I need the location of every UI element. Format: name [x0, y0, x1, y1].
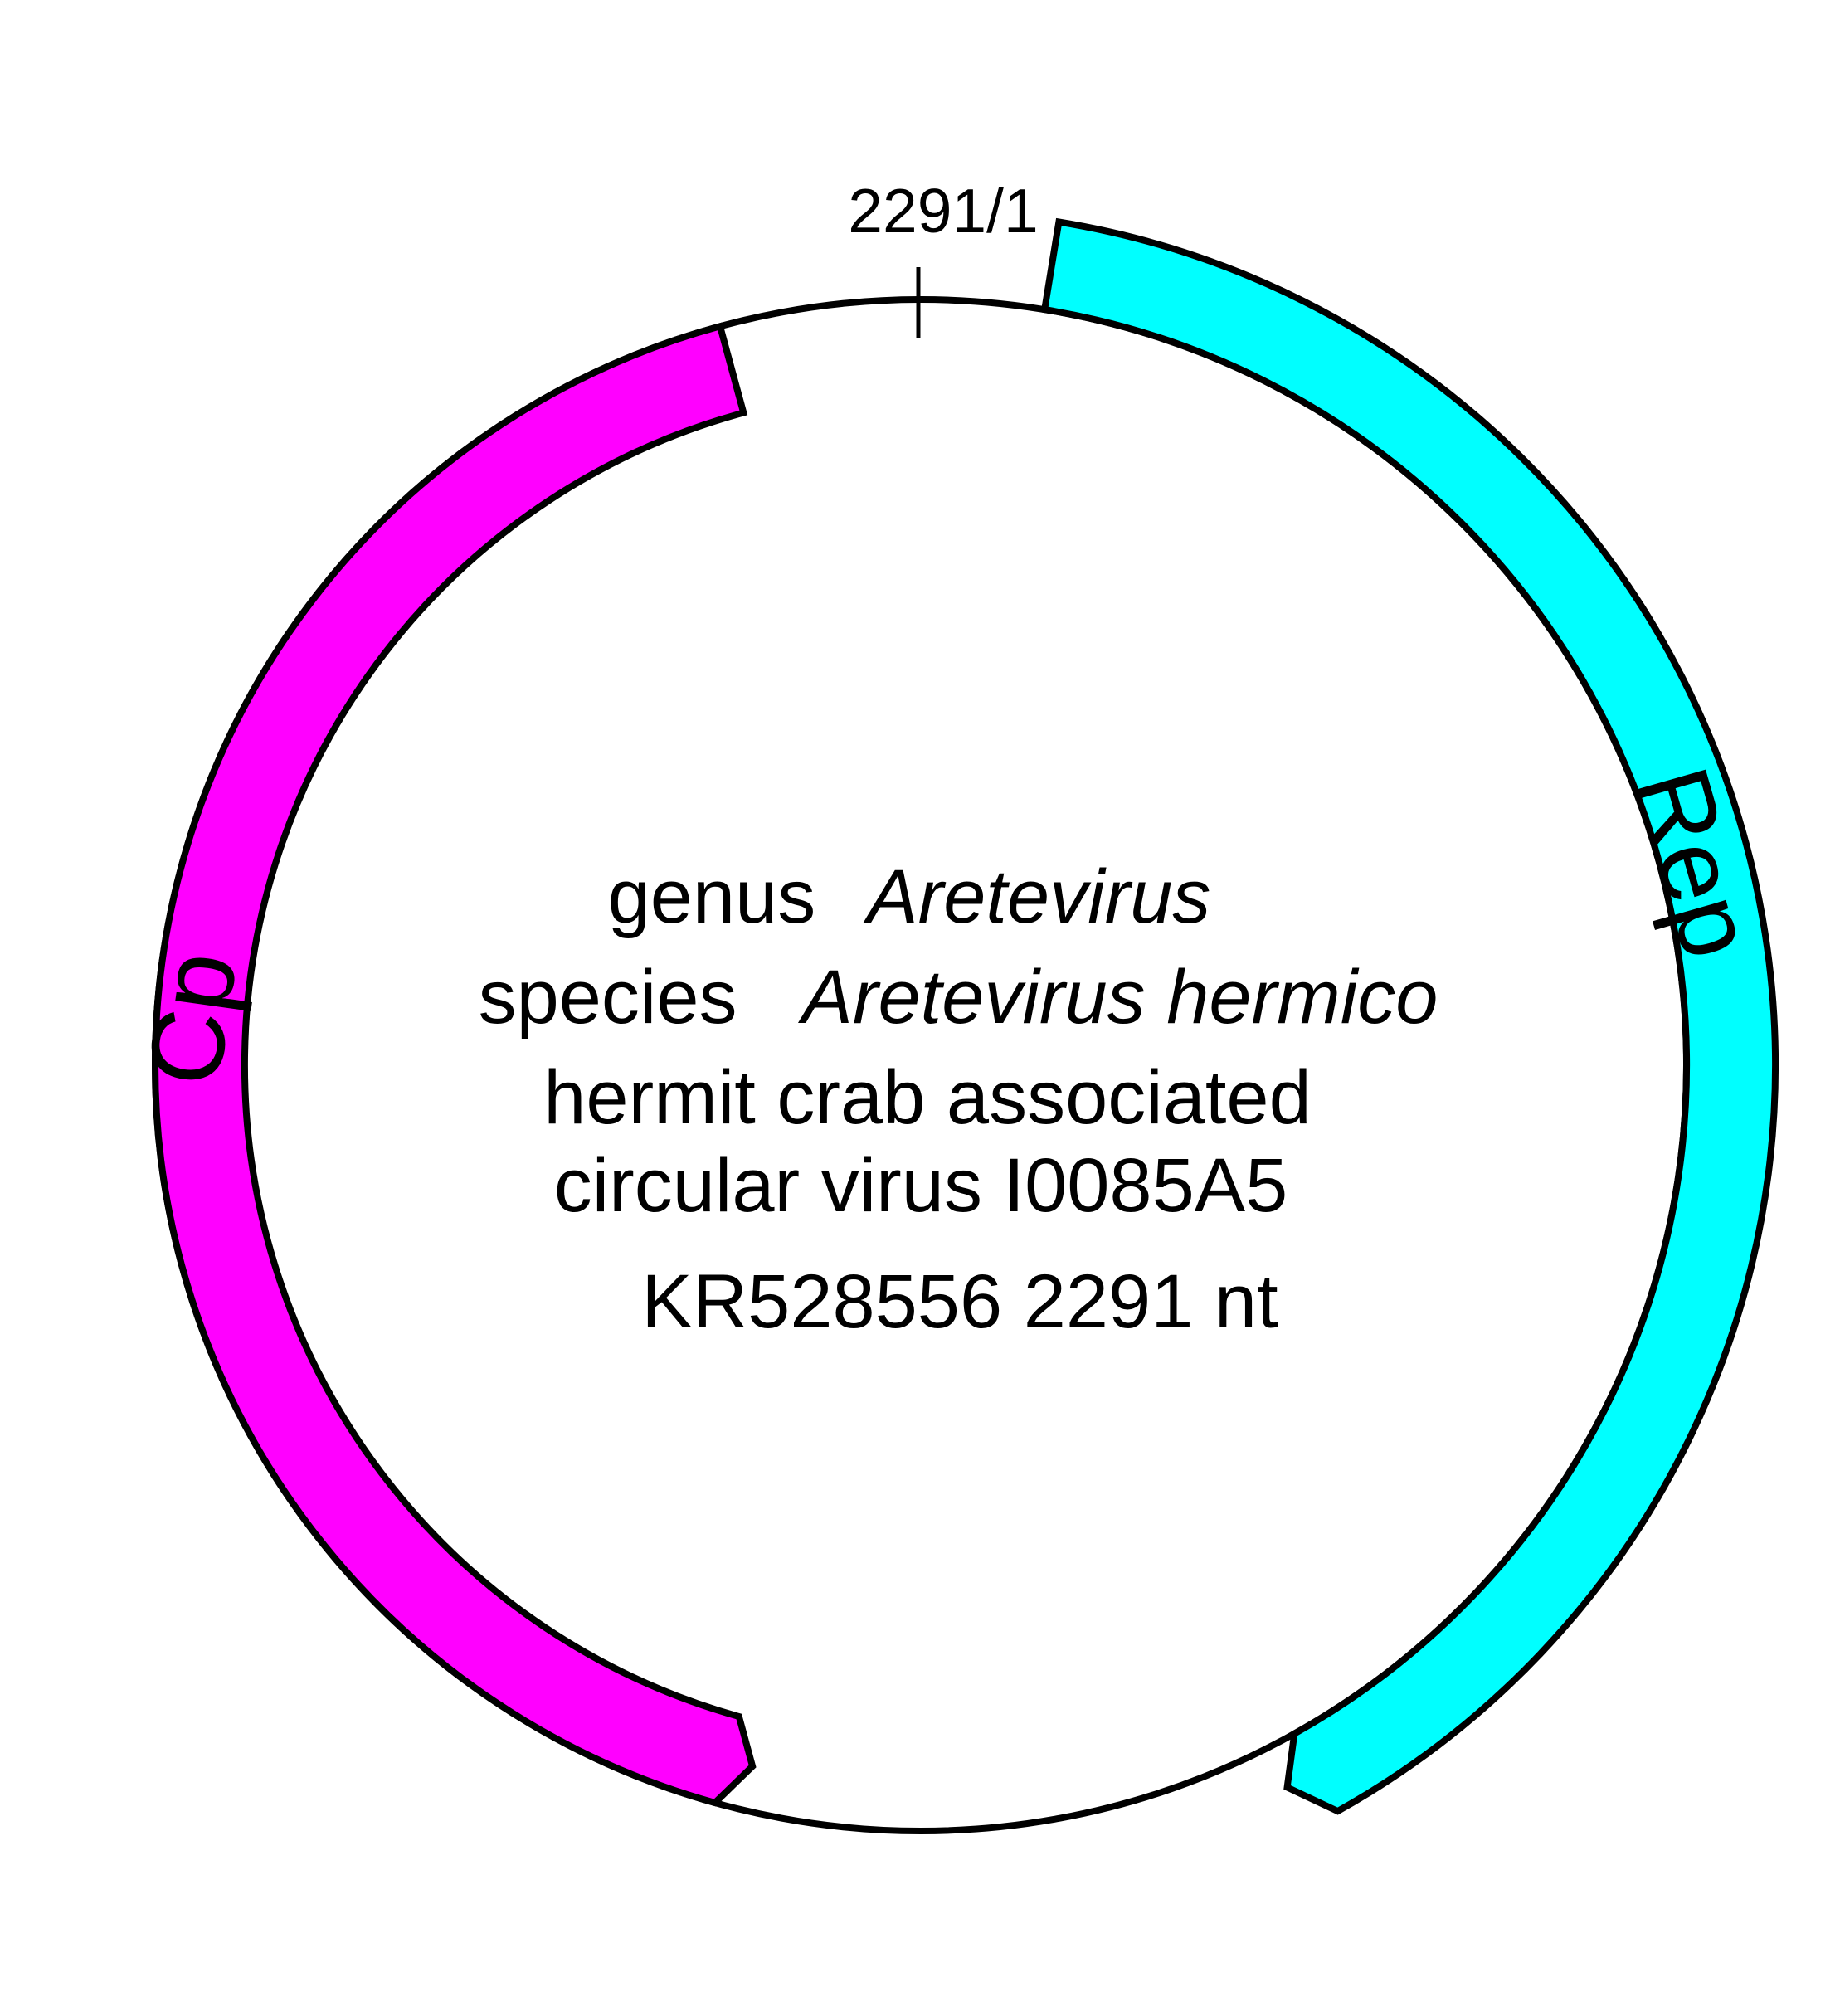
- virus-name-line-1: hermit crab associated: [543, 1055, 1312, 1140]
- gene-arc-cp: [152, 322, 757, 1807]
- species-line: species Aretevirus hermico: [479, 955, 1438, 1040]
- gene-arc-rep: [1040, 217, 1779, 1815]
- genus-name: Aretevirus: [863, 855, 1210, 939]
- genus-line: genus Aretevirus: [608, 855, 1211, 939]
- species-label: species: [479, 955, 737, 1040]
- center-annotation: genus Aretevirus species Aretevirus hermic…: [479, 855, 1438, 1344]
- genus-label: genus: [608, 855, 816, 939]
- species-name: Aretevirus hermico: [798, 955, 1438, 1040]
- virus-name-line-2: circular virus I0085A5: [554, 1143, 1288, 1228]
- accession-line: KR528556 2291 nt: [641, 1259, 1278, 1344]
- gene-label-rep: Rep: [1614, 756, 1777, 971]
- gene-label-cp: Cp: [126, 945, 259, 1093]
- origin-position-label: 2291/1: [848, 176, 1038, 246]
